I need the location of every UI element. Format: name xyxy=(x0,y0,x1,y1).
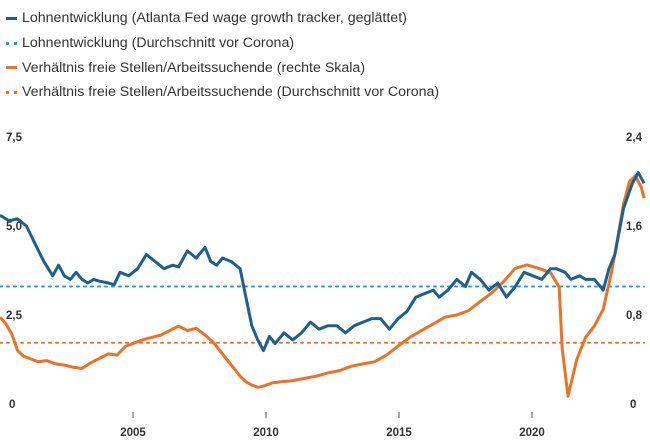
y-left-tick-2-5: 2,5 xyxy=(6,310,23,322)
legend: Lohnentwicklung (Atlanta Fed wage growth… xyxy=(6,6,439,105)
legend-label-vacancy-average: Verhältnis freie Stellen/Arbeitssuchende… xyxy=(22,84,440,101)
series-wage-growth-line xyxy=(0,171,646,353)
legend-swatch-wage-growth xyxy=(6,16,17,20)
y-right-tick-2-4: 2,4 xyxy=(626,132,643,144)
legend-item-vacancy-ratio: Verhältnis freie Stellen/Arbeitssuchende… xyxy=(6,55,439,80)
legend-label-wage-growth: Lohnentwicklung (Atlanta Fed wage growth… xyxy=(22,10,407,27)
y-left-tick-5-0: 5,0 xyxy=(6,221,22,233)
legend-label-wage-average: Lohnentwicklung (Durchschnitt vor Corona… xyxy=(22,35,295,52)
y-right-tick-0: 0 xyxy=(630,399,636,411)
x-tick-2015: 2015 xyxy=(386,427,412,439)
x-tick-2010: 2010 xyxy=(253,427,279,439)
y-left-tick-0: 0 xyxy=(9,399,15,411)
legend-label-vacancy-ratio: Verhältnis freie Stellen/Arbeitssuchende… xyxy=(22,59,366,76)
legend-swatch-vacancy-ratio xyxy=(6,66,17,70)
series-layer xyxy=(0,171,646,398)
legend-swatch-wage-average xyxy=(6,41,17,45)
series-vacancy-ratio-line xyxy=(0,174,646,398)
legend-item-wage-growth: Lohnentwicklung (Atlanta Fed wage growth… xyxy=(6,6,439,31)
y-right-tick-0-8: 0,8 xyxy=(626,310,643,322)
y-right-tick-1-6: 1,6 xyxy=(626,221,642,233)
x-tick-2005: 2005 xyxy=(120,427,146,439)
y-left-tick-7-5: 7,5 xyxy=(6,132,23,144)
legend-item-wage-average: Lohnentwicklung (Durchschnitt vor Corona… xyxy=(6,31,439,56)
x-tick-2020: 2020 xyxy=(519,427,545,439)
legend-item-vacancy-average: Verhältnis freie Stellen/Arbeitssuchende… xyxy=(6,80,439,105)
legend-swatch-vacancy-average xyxy=(6,90,17,94)
